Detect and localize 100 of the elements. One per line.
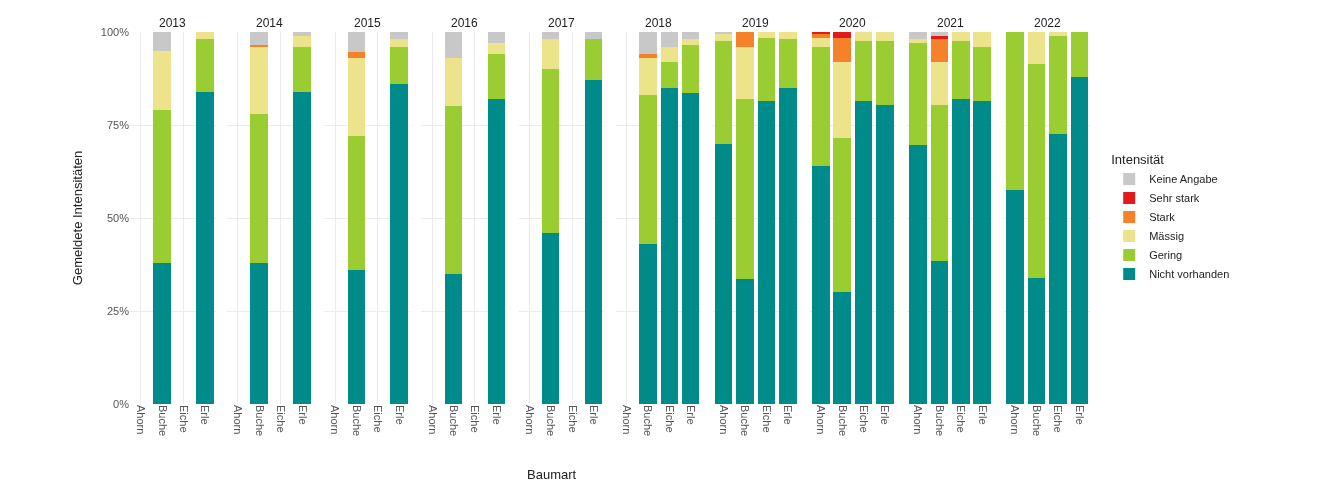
x-tick-label: Erle (199, 405, 212, 425)
bar (876, 104, 894, 404)
chart-title: 2014 (256, 16, 284, 30)
bar (639, 54, 657, 59)
x-tick-label: Eiche (372, 405, 385, 433)
bar (973, 32, 991, 47)
bar (854, 41, 873, 101)
bar (930, 61, 949, 105)
bar (1027, 63, 1046, 278)
x-tick-label: Buche (1030, 405, 1043, 437)
bar (779, 32, 797, 40)
bar (714, 41, 733, 144)
bar (660, 46, 679, 62)
bar (909, 43, 927, 146)
bar (487, 54, 506, 99)
bar (681, 93, 700, 404)
x-tick-label: Erle (976, 405, 989, 425)
bar (736, 32, 754, 47)
x-tick-label: Ahorn (426, 405, 439, 435)
bar (390, 46, 409, 85)
x-tick-label: Eiche (955, 405, 968, 433)
bar (930, 260, 949, 404)
x-axis-title: Baumart (527, 467, 577, 482)
bar (639, 58, 657, 96)
x-tick-label: Eiche (1052, 405, 1065, 433)
x-tick-label: Ahorn (620, 405, 633, 435)
chart-title: 2021 (937, 16, 965, 30)
x-tick-label: Erle (879, 405, 892, 425)
bar (779, 39, 797, 88)
bar (714, 33, 733, 42)
chart-title: 2016 (451, 16, 479, 30)
bar (250, 46, 269, 114)
bar (153, 50, 171, 111)
bar (1070, 76, 1089, 404)
bar (541, 69, 560, 233)
x-tick-label: Erle (1073, 405, 1086, 425)
bar (347, 136, 366, 271)
x-tick-label: Buche (642, 405, 655, 437)
chart-title: 2018 (645, 16, 673, 30)
bar (293, 46, 311, 92)
x-tick-label: Erle (393, 405, 406, 425)
bar (196, 32, 214, 40)
bar (660, 32, 679, 47)
bar (854, 32, 873, 42)
bar (757, 100, 776, 404)
y-tick-label: 75% (106, 118, 130, 131)
x-tick-label: Eiche (566, 405, 579, 433)
y-tick-label: 100% (100, 25, 130, 38)
bar (757, 32, 776, 38)
bar (196, 91, 214, 404)
bar (1049, 32, 1067, 36)
bar (639, 32, 657, 55)
bar (293, 32, 311, 36)
x-tick-label: Buche (350, 405, 363, 437)
x-tick-label: Ahorn (135, 405, 148, 435)
bar (639, 244, 657, 404)
x-tick-label: Buche (545, 405, 558, 437)
bar (736, 98, 754, 280)
bar (951, 98, 970, 404)
chart-title: 2013 (159, 16, 187, 30)
bar (153, 32, 171, 51)
bar (876, 41, 894, 105)
bar (250, 32, 269, 46)
bar (390, 32, 409, 40)
bar (681, 45, 700, 94)
bar (660, 61, 679, 88)
bar (347, 270, 366, 404)
bar (909, 39, 927, 44)
y-tick-label: 25% (106, 304, 130, 317)
x-tick-label: Buche (253, 405, 266, 437)
bar (909, 32, 927, 40)
legend-label: Sehr stark (1149, 192, 1200, 205)
bar (681, 39, 700, 46)
x-tick-label: Erle (587, 405, 600, 425)
x-tick-label: Erle (782, 405, 795, 425)
bar (293, 91, 311, 404)
bar (584, 39, 603, 81)
bar (714, 143, 733, 404)
bar (390, 84, 409, 404)
bar (951, 32, 970, 42)
legend-title: Intensität (1111, 152, 1165, 168)
x-tick-label: Eiche (858, 405, 871, 433)
bar (487, 32, 506, 44)
bar (584, 32, 603, 40)
bar (1006, 32, 1024, 191)
bar (909, 145, 927, 404)
bar (1070, 32, 1089, 77)
legend-label: Nicht vorhanden (1149, 268, 1230, 281)
legend-label: Gering (1149, 249, 1183, 262)
legend-label: Stark (1149, 211, 1176, 224)
legend-label: Mässig (1149, 230, 1185, 243)
bar (660, 87, 679, 404)
x-tick-label: Eiche (177, 405, 190, 433)
y-tick-label: 50% (106, 211, 130, 224)
chart-title: 2017 (548, 16, 576, 30)
bar (347, 32, 366, 53)
bar (833, 32, 851, 38)
x-tick-label: Buche (933, 405, 946, 437)
bar (1027, 277, 1046, 404)
chart-title: 2020 (839, 16, 867, 30)
